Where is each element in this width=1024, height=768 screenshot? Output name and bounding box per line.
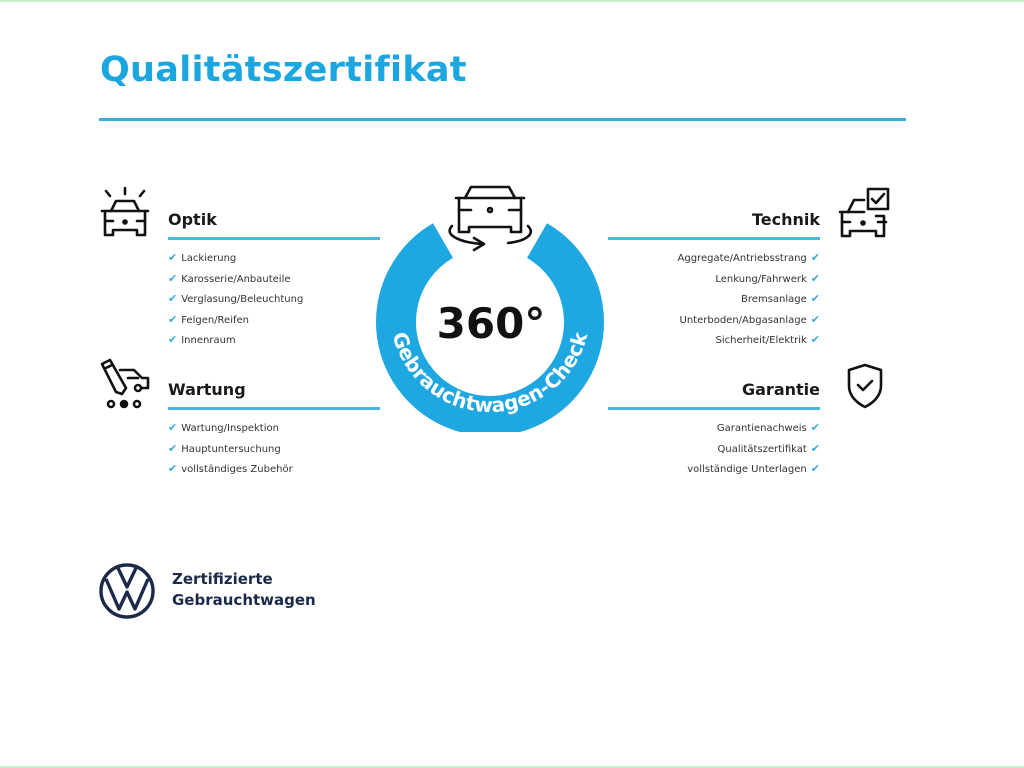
car-checkbox-icon <box>838 187 890 238</box>
check-icon: ✔ <box>810 312 820 326</box>
check-icon: ✔ <box>810 292 820 305</box>
checklist: ✔ Lackierung ✔ Karosserie/Anbauteile ✔ Verg… <box>168 248 380 351</box>
check-icon: ✔ <box>168 251 178 264</box>
check-icon: ✔ <box>168 312 178 326</box>
checklist: Aggregate/Antriebsstrang ✔ Lenkung/Fahrwe… <box>608 248 820 351</box>
section-title: Garantie <box>742 380 820 399</box>
check-icon: ✔ <box>810 421 820 434</box>
check-icon: ✔ <box>168 462 178 475</box>
list-item: Sicherheit/Elektrik ✔ <box>715 333 820 346</box>
section-title: Technik <box>751 210 820 229</box>
vw-logo <box>99 563 155 619</box>
check-icon: ✔ <box>810 333 820 346</box>
check-icon: ✔ <box>810 441 820 455</box>
check-360-badge: Gebrauchtwagen-Check 360° <box>376 185 604 432</box>
section-divider <box>608 407 820 410</box>
check-icon: ✔ <box>810 251 820 264</box>
section-optik: Optik ✔ Lackierung ✔ Karosserie/Anbauteile… <box>168 209 380 351</box>
section-title: Wartung <box>168 380 246 399</box>
section-title: Optik <box>168 210 217 229</box>
section-divider <box>168 237 380 240</box>
list-item: Lenkung/Fahrwerk ✔ <box>715 271 820 285</box>
title-divider <box>99 118 906 121</box>
section-technik: Technik Aggregate/Antriebsstrang ✔ Lenkun… <box>608 209 820 351</box>
shield-check-icon <box>847 363 883 409</box>
check-icon: ✔ <box>810 462 820 475</box>
check-icon: ✔ <box>168 292 178 305</box>
section-divider <box>608 237 820 240</box>
list-item: Aggregate/Antriebsstrang ✔ <box>677 251 820 264</box>
ring-arc <box>376 223 604 432</box>
section-garantie: Garantie Garantienachweis ✔ Qualitätszert… <box>608 379 820 480</box>
list-item: ✔ vollständiges Zubehör <box>168 462 293 475</box>
list-item: ✔ Felgen/Reifen <box>168 312 250 326</box>
list-item: Unterboden/Abgasanlage ✔ <box>679 312 820 326</box>
list-item: ✔ Wartung/Inspektion <box>168 421 279 434</box>
check-icon: ✔ <box>168 421 178 434</box>
list-item: Garantienachweis ✔ <box>716 421 820 434</box>
list-item: ✔ Hauptuntersuchung <box>168 441 281 455</box>
brand-text: Zertifizierte Gebrauchtwagen <box>172 570 316 609</box>
check-icon: ✔ <box>168 271 178 285</box>
page-title: Qualitätszertifikat <box>100 50 467 90</box>
section-wartung: Wartung ✔ Wartung/Inspektion ✔ Hauptunters… <box>168 379 380 480</box>
list-item: ✔ Karosserie/Anbauteile <box>168 271 291 285</box>
check-icon: ✔ <box>168 333 178 346</box>
section-divider <box>168 407 380 410</box>
service-tools-icon <box>100 358 150 409</box>
list-item: Bremsanlage ✔ <box>741 292 820 305</box>
list-item: Qualitätszertifikat ✔ <box>717 441 820 455</box>
list-item: ✔ Innenraum <box>168 333 236 346</box>
check-icon: ✔ <box>810 271 820 285</box>
degree-number: 360° <box>437 299 546 348</box>
checklist: ✔ Wartung/Inspektion ✔ Hauptuntersuchung ✔… <box>168 418 380 480</box>
list-item: ✔ Lackierung <box>168 251 237 264</box>
car-lights-icon <box>100 186 150 237</box>
car-rotate-icon <box>448 185 533 252</box>
list-item: ✔ Verglasung/Beleuchtung <box>168 292 304 305</box>
check-icon: ✔ <box>168 441 178 455</box>
checklist: Garantienachweis ✔ Qualitätszertifikat ✔ v… <box>608 418 820 480</box>
list-item: vollständige Unterlagen ✔ <box>687 462 820 475</box>
